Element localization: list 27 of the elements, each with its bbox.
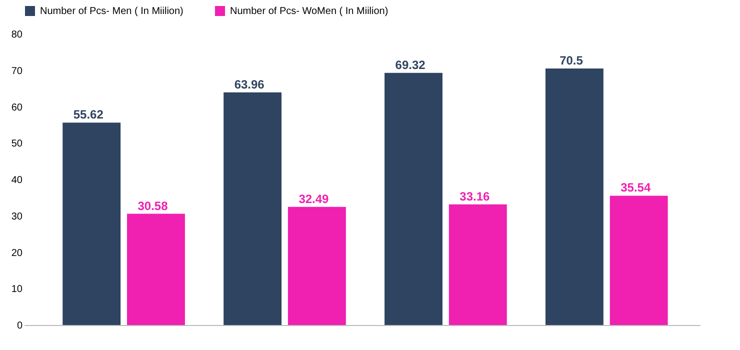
y-tick-label: 20 [11,248,23,259]
y-tick-label: 40 [11,175,23,186]
legend-label: Number of Pcs- Men ( In Miilion) [40,6,184,17]
y-tick-label: 30 [11,211,23,222]
bar [448,204,507,325]
data-label: 33.16 [460,189,490,204]
y-tick-label: 80 [11,30,23,40]
bar [224,92,282,325]
data-label: 30.58 [138,198,168,213]
data-label: 63.96 [234,77,265,92]
data-label: 55.62 [73,108,104,122]
y-tick-label: 50 [11,138,23,150]
bar [62,122,121,325]
data-label: 35.54 [620,180,651,195]
bar [545,68,604,325]
bar [127,214,185,325]
y-tick-label: 70 [11,66,23,77]
bar [610,196,668,325]
y-tick-label: 0 [16,320,23,332]
data-label: 32.49 [298,192,330,206]
legend-label: Number of Pcs- WoMen ( In Miilion) [230,6,388,17]
data-label: 69.32 [395,58,426,72]
bar [384,72,442,325]
data-label: 70.5 [560,54,584,68]
y-tick-label: 10 [11,284,23,296]
y-tick-label: 60 [11,102,23,114]
bar [288,206,346,325]
